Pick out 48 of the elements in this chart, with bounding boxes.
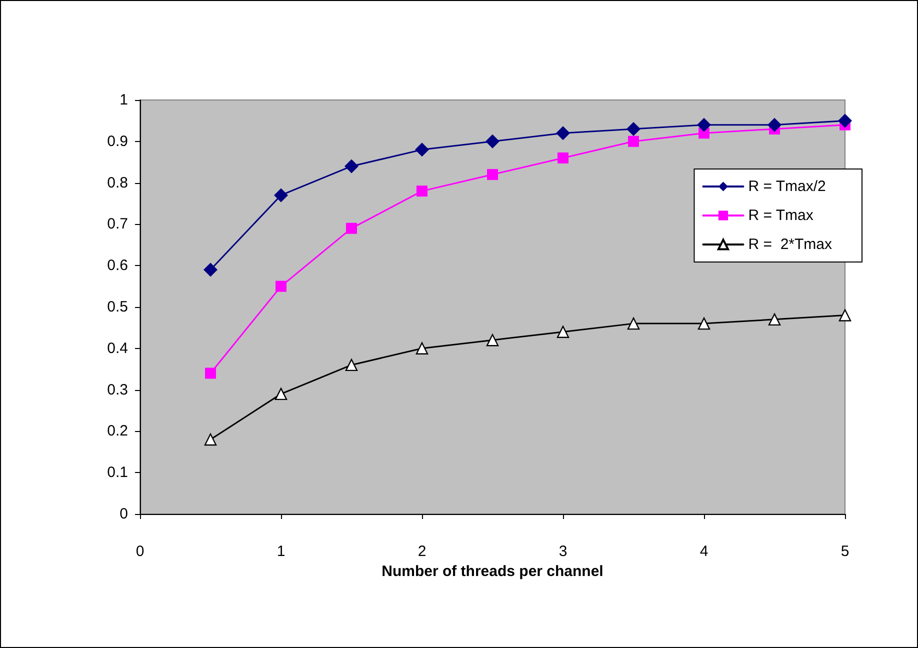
point: [627, 317, 640, 330]
point: [838, 114, 852, 128]
point: [626, 122, 640, 136]
y-tick-label: 0.5: [107, 298, 128, 316]
y-tick-label: 0.3: [107, 381, 128, 398]
point: [487, 169, 498, 180]
point: [416, 342, 428, 354]
point: [486, 334, 499, 346]
y-tick-label: 0.6: [107, 257, 128, 274]
point: [345, 358, 358, 372]
point: [697, 118, 711, 132]
point: [768, 313, 781, 326]
legend-label: R = 2*Tmax: [748, 236, 832, 253]
point: [344, 159, 358, 174]
y-tick-label: 0: [120, 506, 128, 522]
point: [486, 134, 500, 148]
x-tick-label: 4: [700, 543, 708, 560]
x-tick-label: 0: [136, 543, 144, 560]
y-tick-label: 0.2: [107, 422, 128, 440]
point: [276, 280, 286, 292]
x-tick-label: 3: [558, 543, 568, 560]
point: [416, 186, 428, 197]
x-tick-label: 5: [840, 543, 850, 560]
legend-label: R = Tmax: [748, 207, 814, 224]
point: [346, 222, 357, 234]
y-tick-label: 0.4: [107, 340, 128, 357]
point: [628, 136, 639, 147]
x-axis-title: Number of threads per channel: [382, 563, 604, 580]
point: [768, 118, 782, 132]
point: [558, 152, 568, 164]
y-tick-label: 1: [120, 92, 128, 108]
x-tick-label: 1: [276, 543, 286, 560]
point: [204, 262, 218, 277]
point: [556, 326, 570, 338]
legend-label: R = Tmax/2: [748, 178, 826, 195]
y-tick-label: 0.9: [107, 132, 128, 150]
x-tick-label: 2: [418, 543, 426, 560]
point: [274, 188, 288, 202]
point: [204, 433, 217, 446]
y-tick-label: 0.8: [107, 174, 128, 192]
point: [698, 317, 710, 330]
point: [415, 142, 429, 157]
point: [205, 368, 216, 379]
y-tick-label: 0.7: [107, 216, 128, 233]
point: [274, 388, 288, 400]
y-tick-label: 0.1: [107, 464, 128, 482]
point: [556, 126, 570, 140]
point: [838, 309, 852, 322]
